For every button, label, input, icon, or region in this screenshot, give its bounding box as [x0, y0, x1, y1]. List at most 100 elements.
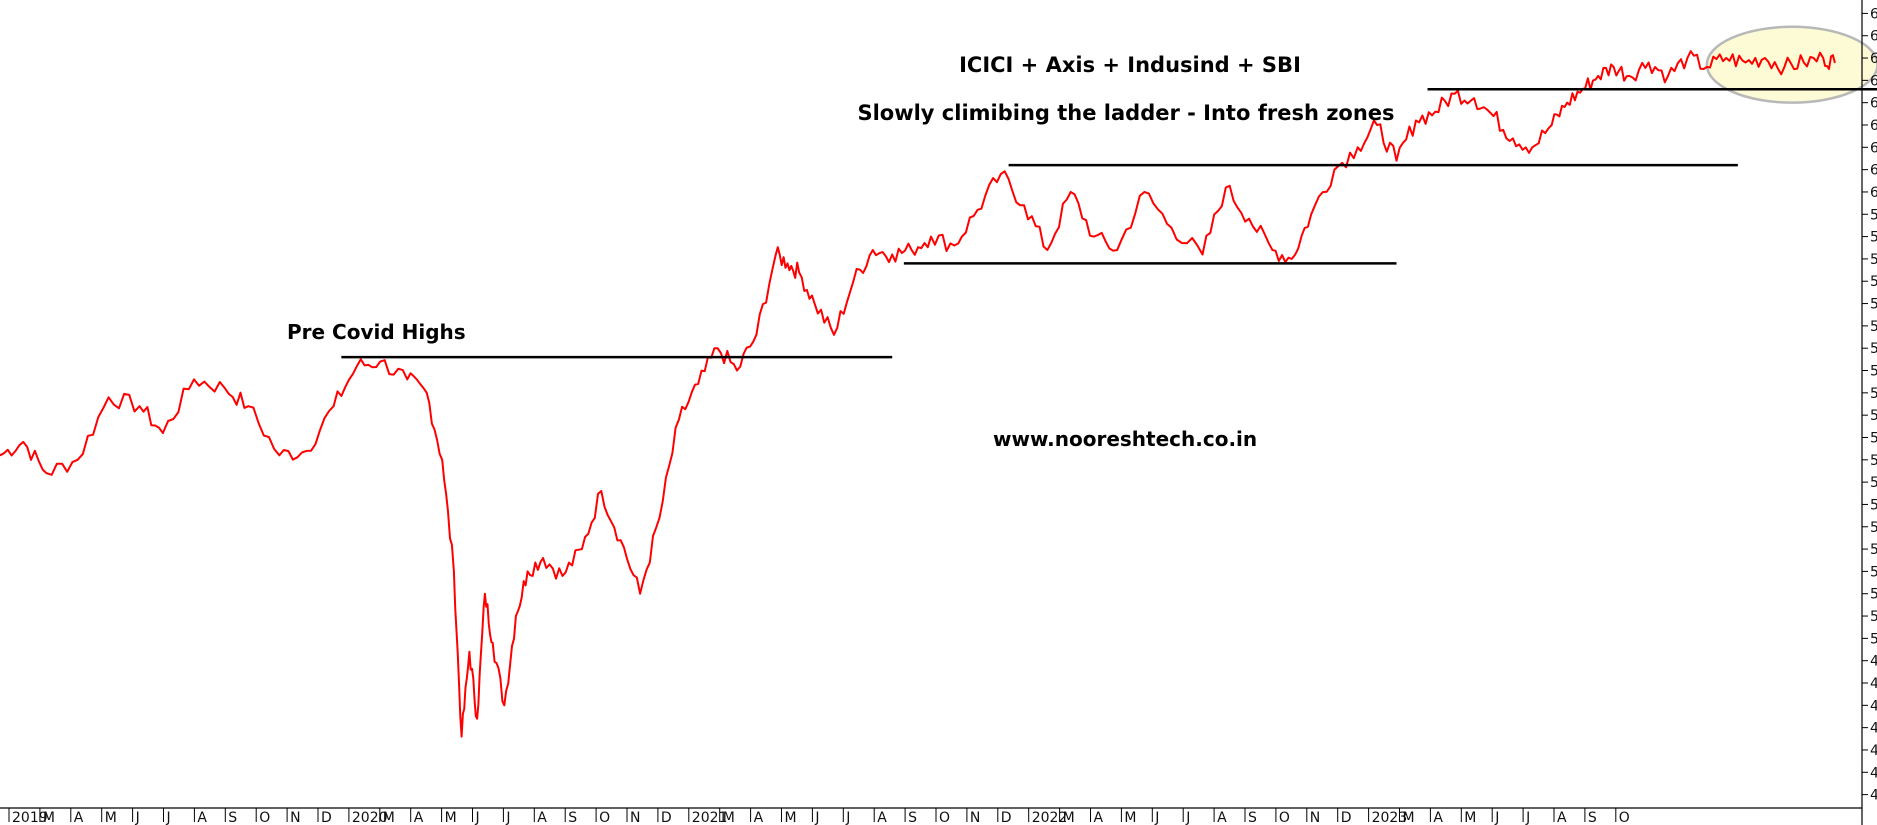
annotation-pre-covid-highs: Pre Covid Highs: [287, 320, 466, 344]
series-point: [1834, 61, 1836, 64]
x-tick-label: J: [475, 810, 480, 825]
x-tick-label: M: [445, 810, 457, 825]
series-point: [305, 450, 308, 452]
series-point: [813, 302, 816, 305]
series-point: [872, 249, 874, 251]
y-tick-label: 480: [1870, 721, 1877, 737]
series-point: [1376, 124, 1378, 126]
series-point: [107, 396, 110, 399]
x-tick-label: J: [135, 810, 140, 825]
series-point: [976, 209, 979, 211]
series-point: [542, 557, 544, 559]
series-point: [1000, 173, 1002, 175]
series-point: [1290, 258, 1293, 260]
y-tick-label: 540: [1870, 453, 1877, 469]
x-tick-label: A: [1557, 810, 1567, 825]
series-point: [22, 441, 25, 443]
y-tick-label: 635: [1870, 29, 1877, 45]
y-tick-label: 585: [1870, 252, 1877, 268]
y-tick-label: 475: [1870, 743, 1877, 759]
y-tick-label: 605: [1870, 163, 1877, 179]
series-point: [453, 570, 455, 573]
series-point: [1725, 57, 1728, 59]
y-tick-label: 500: [1870, 631, 1877, 647]
y-tick-label: 595: [1870, 207, 1877, 223]
x-tick-label: J: [1154, 810, 1159, 825]
series-point: [1356, 146, 1359, 149]
x-tick-label: O: [1279, 810, 1290, 825]
x-tick-label: S: [228, 810, 237, 825]
annotation-website: www.nooreshtech.co.in: [993, 427, 1257, 451]
series-point: [1093, 235, 1095, 238]
y-tick-label: 625: [1870, 73, 1877, 89]
y-tick-label: 620: [1870, 96, 1877, 112]
y-tick-label: 555: [1870, 386, 1877, 402]
series-point: [1803, 61, 1805, 64]
x-tick-label: A: [74, 810, 84, 825]
x-tick-label: A: [1094, 810, 1104, 825]
x-tick-label: M: [1464, 810, 1476, 825]
series-point: [1225, 186, 1227, 189]
series-point: [930, 235, 932, 238]
series-point: [1783, 66, 1786, 68]
x-tick-label: M: [105, 810, 117, 825]
x-tick-label: D: [661, 810, 672, 825]
x-tick-label: N: [630, 810, 640, 825]
x-tick-label: 2022: [1032, 810, 1068, 825]
x-tick-label: D: [1001, 810, 1012, 825]
x-tick-label: O: [259, 810, 270, 825]
y-tick-label: 560: [1870, 364, 1877, 380]
y-tick-label: 580: [1870, 274, 1877, 290]
x-tick-label: J: [1185, 810, 1190, 825]
y-tick-label: 525: [1870, 520, 1877, 536]
y-tick-label: 545: [1870, 430, 1877, 446]
series-point: [1248, 217, 1250, 220]
series-point: [476, 717, 478, 720]
x-tick-label: 2020: [352, 810, 388, 825]
series-point: [484, 592, 486, 595]
series-point: [356, 365, 358, 367]
series-point: [1531, 146, 1534, 149]
series-point: [736, 369, 738, 372]
series-point: [515, 615, 517, 617]
series-point: [1647, 61, 1650, 64]
y-axis-ticks: 465 470 475 480 485 490 495 500 505 510 515 520 525 5…: [1862, 6, 1877, 804]
y-tick-label: 630: [1870, 51, 1877, 67]
y-tick-label: 610: [1870, 140, 1877, 156]
x-tick-label: N: [290, 810, 300, 825]
x-tick-label: N: [1310, 810, 1320, 825]
x-tick-label: A: [197, 810, 207, 825]
series-point: [460, 735, 463, 738]
series-point: [1201, 253, 1204, 256]
x-tick-label: A: [754, 810, 764, 825]
series-point: [619, 539, 622, 541]
x-tick-label: M: [785, 810, 797, 825]
x-tick-label: O: [939, 810, 950, 825]
y-tick-label: 590: [1870, 230, 1877, 246]
series-point: [441, 459, 444, 461]
x-tick-label: A: [1217, 810, 1227, 825]
x-tick-label: M: [1124, 810, 1136, 825]
x-tick-label: S: [1248, 810, 1257, 825]
series-point: [600, 490, 603, 492]
y-tick-label: 515: [1870, 564, 1877, 580]
y-tick-label: 535: [1870, 475, 1877, 491]
x-tick-label: D: [1341, 810, 1352, 825]
series-point: [910, 249, 913, 251]
series-point: [526, 570, 529, 573]
y-tick-label: 490: [1870, 676, 1877, 692]
x-tick-label: J: [814, 810, 819, 825]
series-point: [1069, 191, 1072, 193]
series-point: [833, 334, 835, 336]
x-tick-label: M: [1403, 810, 1415, 825]
x-tick-label: D: [321, 810, 332, 825]
series-point: [1822, 57, 1825, 59]
x-tick-label: J: [1525, 810, 1530, 825]
series-point: [1612, 66, 1615, 68]
series-point: [406, 378, 409, 381]
chart-subtitle: Slowly climibing the ladder - Into fresh…: [857, 101, 1394, 125]
series-point: [1628, 75, 1631, 77]
